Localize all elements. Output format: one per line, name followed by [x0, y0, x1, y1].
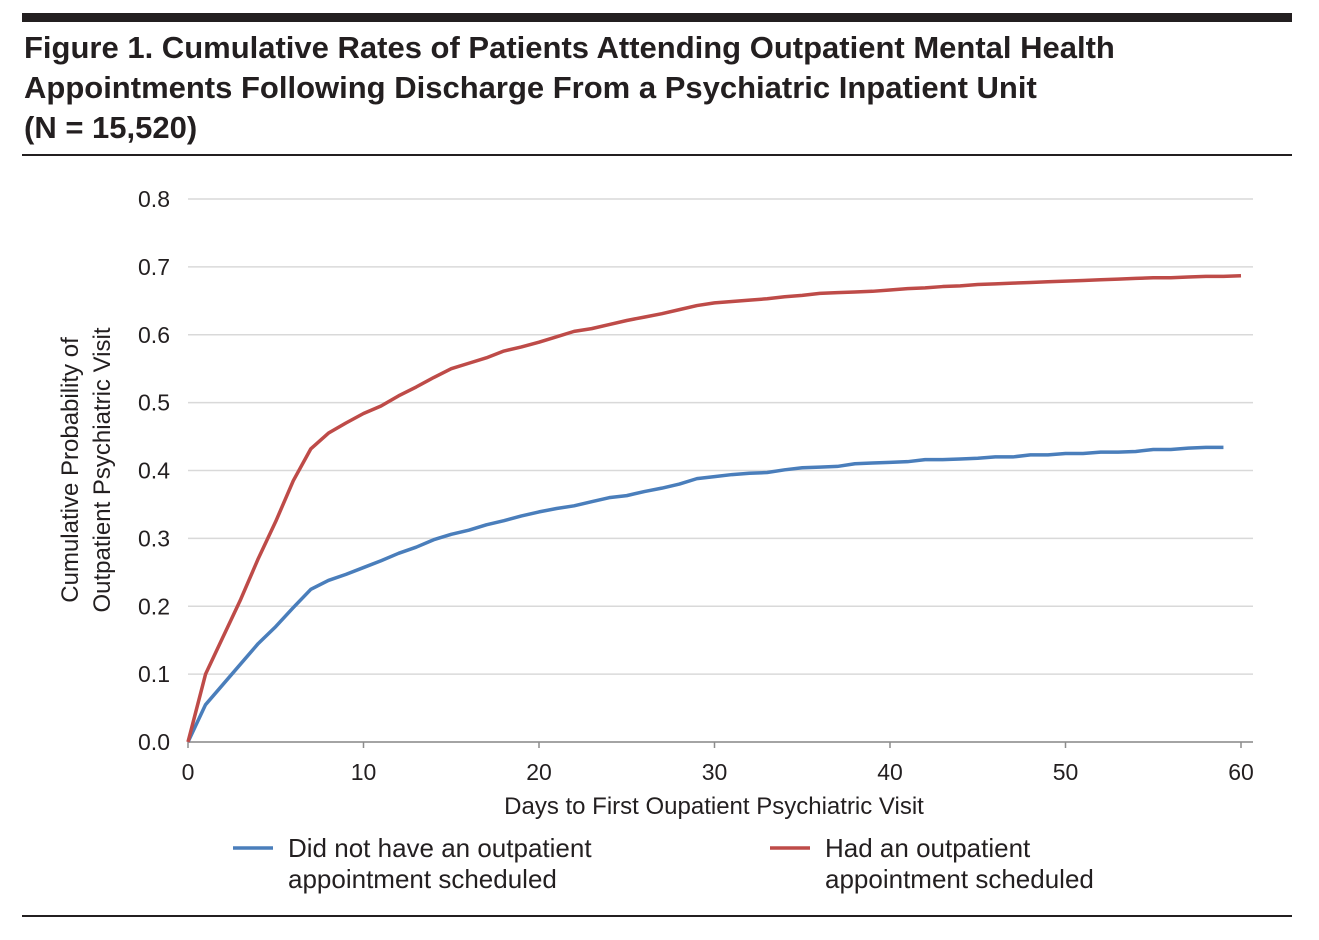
- legend-label: Did not have an outpatient appointment s…: [288, 833, 592, 894]
- data-line: [186, 273, 1242, 743]
- data-line: [186, 445, 1224, 743]
- x-tick-label: 20: [526, 759, 552, 785]
- x-tick-label: 50: [1053, 759, 1079, 785]
- x-axis-label: Days to First Oupatient Psychiatric Visi…: [504, 793, 924, 820]
- x-tick-label: 10: [351, 759, 377, 785]
- y-tick-label: 0.5: [138, 390, 170, 416]
- y-axis-label: Outpatient Psychiatric Visit: [89, 327, 116, 612]
- top-rule: [22, 13, 1292, 22]
- y-axis-label: Cumulative Probability of: [57, 337, 84, 603]
- y-tick-label: 0.2: [138, 593, 170, 619]
- y-tick-label: 0.4: [138, 458, 170, 484]
- y-tick-label: 0.6: [138, 322, 170, 348]
- bottom-rule: [22, 915, 1292, 917]
- y-tick-label: 0.8: [138, 186, 170, 212]
- y-tick-label: 0.1: [138, 661, 170, 687]
- y-tick-label: 0.0: [138, 729, 170, 755]
- x-tick-label: 60: [1228, 759, 1254, 785]
- title-rule: [22, 154, 1292, 156]
- x-tick-label: 0: [182, 759, 195, 785]
- y-tick-label: 0.3: [138, 525, 170, 551]
- legend-label: Had an outpatient appointment scheduled: [825, 833, 1094, 894]
- chart-title: Figure 1. Cumulative Rates of Patients A…: [24, 30, 1115, 65]
- x-tick-label: 40: [877, 759, 903, 785]
- y-tick-label: 0.7: [138, 254, 170, 280]
- chart-title: Appointments Following Discharge From a …: [24, 70, 1037, 105]
- chart-title: (N = 15,520): [24, 110, 197, 145]
- x-tick-label: 30: [702, 759, 728, 785]
